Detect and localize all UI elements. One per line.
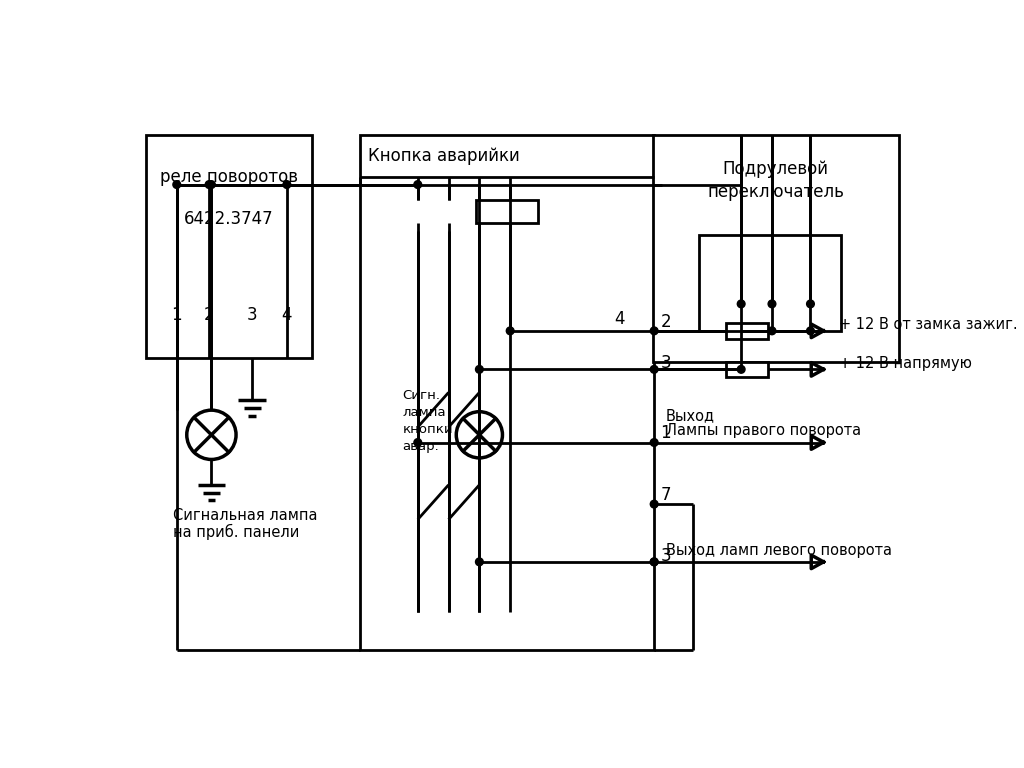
Bar [146,134,311,358]
Text: Подрулевой: Подрулевой [723,161,828,178]
Text: + 12 В напрямую: + 12 В напрямую [839,356,972,371]
Circle shape [737,300,745,308]
Text: Лампы правого поворота: Лампы правого поворота [666,423,861,439]
Bar [652,134,899,362]
Circle shape [414,439,422,446]
Text: Кнопка аварийки: Кнопка аварийки [368,147,519,165]
Text: реле поворотов: реле поворотов [160,168,298,186]
Circle shape [807,300,814,308]
Circle shape [475,558,483,566]
Circle shape [283,180,291,188]
Circle shape [208,180,215,188]
Text: 3: 3 [247,306,257,324]
Circle shape [173,180,180,188]
Text: переключатель: переключатель [708,184,844,201]
Circle shape [650,327,658,335]
Circle shape [650,500,658,508]
Text: Выход: Выход [666,408,715,423]
Text: 2: 2 [660,313,671,330]
Circle shape [205,180,213,188]
Text: Сигн.
лампа
кнопки
авар.: Сигн. лампа кнопки авар. [402,389,453,452]
Text: Выход ламп левого поворота: Выход ламп левого поворота [666,543,892,558]
Circle shape [414,180,422,188]
Text: на приб. панели: на приб. панели [173,523,299,539]
Text: 4: 4 [614,310,625,328]
Text: Сигнальная лампа: Сигнальная лампа [173,508,317,523]
Bar [360,134,654,650]
Bar [726,362,768,377]
Bar [726,323,768,339]
Circle shape [650,558,658,566]
Text: + 12 В от замка зажиг.: + 12 В от замка зажиг. [839,317,1018,333]
Text: 1: 1 [660,424,671,442]
Circle shape [475,366,483,373]
Text: 4: 4 [282,306,292,324]
Bar [698,234,842,331]
Text: 6422.3747: 6422.3747 [184,210,273,228]
Text: 3: 3 [660,354,671,372]
Circle shape [768,300,776,308]
Text: 7: 7 [660,486,671,504]
Text: 3: 3 [660,547,671,564]
Circle shape [737,366,745,373]
Circle shape [807,327,814,335]
Circle shape [650,558,658,566]
Text: 1: 1 [171,306,182,324]
Circle shape [506,327,514,335]
Text: 2: 2 [204,306,214,324]
Circle shape [650,439,658,446]
Bar [476,200,538,223]
Circle shape [650,366,658,373]
Circle shape [768,327,776,335]
